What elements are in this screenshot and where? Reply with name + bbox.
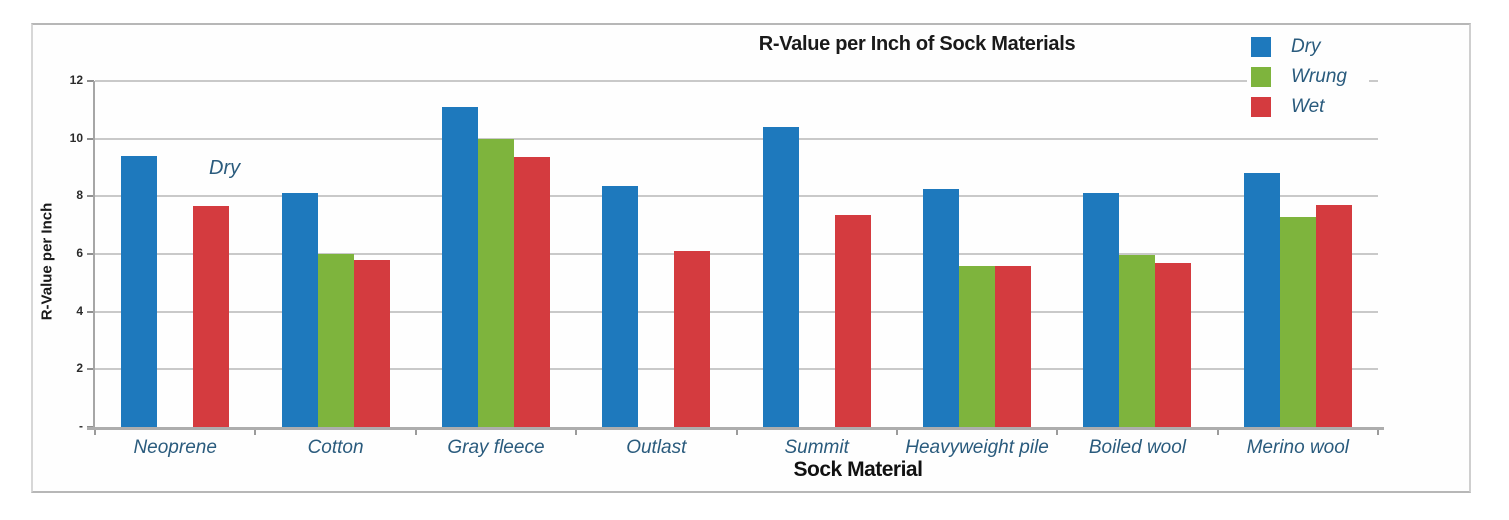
x-axis-title: Sock Material: [793, 458, 923, 481]
legend-swatch-wrung-icon: [1251, 67, 1271, 87]
bar-wet-boiled-wool: [1155, 262, 1192, 427]
legend-label-wet: Wet: [1291, 96, 1325, 117]
bar-dry-cotton: [281, 193, 318, 427]
legend: Dry Wrung Wet: [1247, 30, 1369, 124]
bar-wet-cotton: [353, 259, 390, 427]
y-tick-12: [87, 80, 94, 82]
category-label-cotton: Cotton: [307, 437, 364, 458]
bar-dry-merino-wool: [1243, 173, 1280, 427]
y-tick-label-4: 4: [76, 303, 83, 318]
gridline-y-4: [95, 310, 1378, 313]
x-tick-5: [895, 430, 898, 435]
bar-wet-neoprene: [193, 206, 230, 427]
bar-dry-neoprene: [121, 155, 158, 427]
x-tick-6: [1056, 430, 1059, 435]
bar-dry-boiled-wool: [1083, 193, 1120, 427]
bar-wet-gray-fleece: [513, 157, 550, 427]
y-tick-label-10: 10: [69, 130, 83, 145]
category-label-outlast: Outlast: [626, 437, 687, 458]
x-axis-line: [87, 427, 1384, 430]
category-label-boiled-wool: Boiled wool: [1088, 437, 1187, 458]
y-tick-8: [87, 195, 94, 198]
y-tick-label-0: -: [79, 419, 83, 433]
y-axis-title: R-Value per Inch: [38, 202, 56, 321]
bar-wrung-boiled-wool: [1119, 255, 1156, 427]
bar-dry-heavyweight-pile: [923, 189, 960, 427]
bar-wet-heavyweight-pile: [995, 265, 1032, 427]
bar-wrung-gray-fleece: [477, 138, 514, 427]
category-label-gray-fleece: Gray fleece: [447, 437, 545, 458]
gridline-y-2: [95, 368, 1378, 371]
bar-dry-outlast: [602, 186, 639, 427]
legend-label-wrung: Wrung: [1291, 66, 1347, 87]
y-axis-line: [93, 81, 95, 429]
gridline-y-12: [95, 80, 1378, 82]
bar-wrung-cotton: [317, 254, 354, 427]
gridline-y-8: [95, 195, 1378, 198]
legend-row-wet: Wet: [1251, 92, 1369, 122]
bar-wrung-heavyweight-pile: [959, 265, 996, 427]
gridline-y-10: [95, 137, 1378, 140]
legend-row-wrung: Wrung: [1251, 62, 1369, 92]
gridline-y-6: [95, 253, 1378, 255]
y-tick-2: [87, 368, 94, 371]
x-tick-4: [735, 430, 738, 435]
x-tick-7: [1216, 430, 1219, 435]
y-tick-4: [87, 310, 94, 313]
y-tick-6: [87, 253, 94, 255]
bar-wet-outlast: [674, 251, 711, 427]
y-tick-10: [87, 137, 94, 140]
chart-card: R-Value per Inch of Sock Materials R-Val…: [31, 23, 1471, 493]
x-tick-8: [1377, 430, 1379, 435]
category-label-heavyweight-pile: Heavyweight pile: [905, 437, 1049, 458]
x-tick-0: [94, 430, 96, 435]
x-tick-1: [254, 430, 257, 435]
x-tick-3: [575, 430, 578, 435]
bar-wrung-merino-wool: [1279, 216, 1316, 427]
chart-title: R-Value per Inch of Sock Materials: [758, 33, 1076, 55]
legend-swatch-wet-icon: [1251, 97, 1271, 117]
y-tick-label-12: 12: [69, 73, 83, 87]
bar-dry-gray-fleece: [441, 106, 478, 427]
category-label-merino-wool: Merino wool: [1246, 437, 1350, 458]
y-tick-label-6: 6: [76, 246, 83, 260]
legend-swatch-dry-icon: [1251, 37, 1271, 57]
bar-dry-summit: [762, 127, 799, 427]
bar-wet-summit: [834, 215, 871, 427]
x-tick-2: [414, 430, 417, 435]
dry-annotation: Dry: [209, 157, 241, 179]
category-label-neoprene: Neoprene: [133, 437, 217, 458]
legend-label-dry: Dry: [1291, 36, 1321, 57]
category-label-summit: Summit: [784, 437, 849, 458]
bar-wet-merino-wool: [1315, 204, 1352, 427]
y-tick-label-2: 2: [76, 361, 83, 376]
y-tick-label-8: 8: [76, 188, 83, 203]
legend-row-dry: Dry: [1251, 32, 1369, 62]
